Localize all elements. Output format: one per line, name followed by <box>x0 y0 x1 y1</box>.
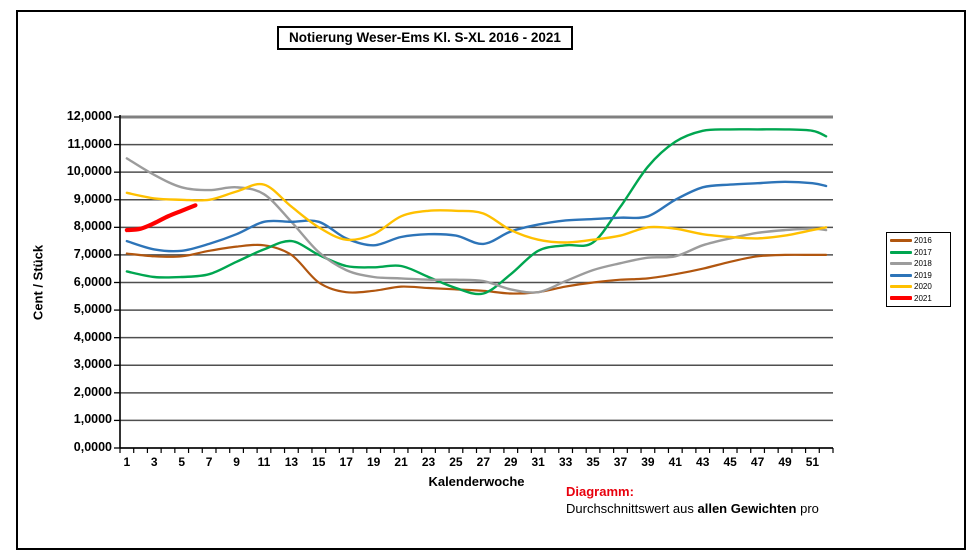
legend-swatch-2018 <box>890 262 912 265</box>
x-tick-label: 3 <box>150 455 158 469</box>
x-tick-label: 1 <box>123 455 131 469</box>
legend-item-2017: 2017 <box>890 248 948 257</box>
x-tick-label: 33 <box>558 455 573 469</box>
x-tick-label: 23 <box>421 455 436 469</box>
x-tick-label: 43 <box>696 455 710 469</box>
legend-swatch-2016 <box>890 239 912 242</box>
x-tick-label: 29 <box>504 455 518 469</box>
x-tick-label: 41 <box>668 455 682 469</box>
x-tick-label: 19 <box>366 455 381 469</box>
x-tick-label: 27 <box>476 455 491 469</box>
legend-label: 2020 <box>914 282 932 291</box>
description-bold: allen Gewichten <box>697 501 797 516</box>
y-tick-label: 4,0000 <box>73 329 112 344</box>
series-2016 <box>125 243 828 295</box>
chart-title: Notierung Weser-Ems Kl. S-XL 2016 - 2021 <box>277 26 573 50</box>
x-tick-label: 9 <box>233 455 240 469</box>
y-tick-label: 11,0000 <box>67 136 113 151</box>
x-tick-label: 7 <box>205 455 213 469</box>
legend-item-2016: 2016 <box>890 236 948 245</box>
y-tick-label: 5,0000 <box>73 302 112 317</box>
y-tick-label: 1,0000 <box>73 412 112 427</box>
series-2017 <box>125 128 828 296</box>
x-tick-label: 47 <box>750 455 765 469</box>
x-tick-label: 51 <box>805 455 820 469</box>
y-tick-label: 12,0000 <box>66 109 112 123</box>
x-tick-label: 5 <box>178 455 186 469</box>
y-tick-label: 8,0000 <box>73 219 112 234</box>
legend-label: 2018 <box>914 259 932 268</box>
x-tick-label: 11 <box>257 455 271 469</box>
diagramm-label: Diagramm: <box>566 484 634 499</box>
legend-item-2019: 2019 <box>890 271 948 280</box>
x-tick-label: 35 <box>586 455 600 469</box>
legend-label: 2019 <box>914 270 932 280</box>
y-tick-label: 10,0000 <box>66 164 112 179</box>
y-tick-label: 2,0000 <box>73 384 112 399</box>
legend-label: 2017 <box>914 247 932 257</box>
chart-legend: 2016 2017 2018 2019 2020 2021 <box>886 232 951 307</box>
legend-swatch-2017 <box>890 250 912 254</box>
x-tick-label: 49 <box>778 455 792 469</box>
series-2021 <box>124 203 198 233</box>
x-tick-label: 25 <box>449 455 463 469</box>
description-suffix: pro <box>796 501 819 516</box>
y-tick-label: 9,0000 <box>73 191 112 206</box>
x-tick-label: 31 <box>531 455 545 469</box>
legend-swatch-2021 <box>890 296 912 300</box>
x-axis-title: Kalenderwoche <box>428 474 525 489</box>
chart-outer-frame <box>16 10 966 550</box>
legend-label: 2016 <box>914 236 932 245</box>
y-axis-title: Cent / Stück <box>30 244 46 321</box>
legend-label: 2021 <box>914 293 932 303</box>
legend-swatch-2019 <box>890 273 912 277</box>
legend-item-2020: 2020 <box>890 282 948 291</box>
x-tick-label: 15 <box>312 455 326 469</box>
x-tick-label: 37 <box>613 455 628 469</box>
x-tick-label: 13 <box>284 455 299 469</box>
legend-item-2018: 2018 <box>890 259 948 268</box>
y-tick-label: 6,0000 <box>73 274 112 289</box>
diagramm-description: Durchschnittswert aus allen Gewichten pr… <box>566 501 819 516</box>
y-tick-label: 7,0000 <box>73 246 112 261</box>
series-2019 <box>125 180 828 253</box>
description-prefix: Durchschnittswert aus <box>566 501 698 516</box>
legend-item-2021: 2021 <box>890 294 948 303</box>
series-2020 <box>125 182 828 244</box>
x-tick-label: 39 <box>641 455 655 469</box>
footer-note: Diagramm: Durchschnittswert aus allen Ge… <box>566 484 819 516</box>
x-tick-label: 21 <box>394 455 408 469</box>
y-tick-label: 3,0000 <box>73 357 112 372</box>
series-2018 <box>125 157 828 294</box>
y-tick-label: 0,0000 <box>73 440 112 454</box>
x-tick-label: 17 <box>339 455 353 469</box>
x-tick-label: 45 <box>723 455 737 469</box>
legend-swatch-2020 <box>890 285 912 288</box>
